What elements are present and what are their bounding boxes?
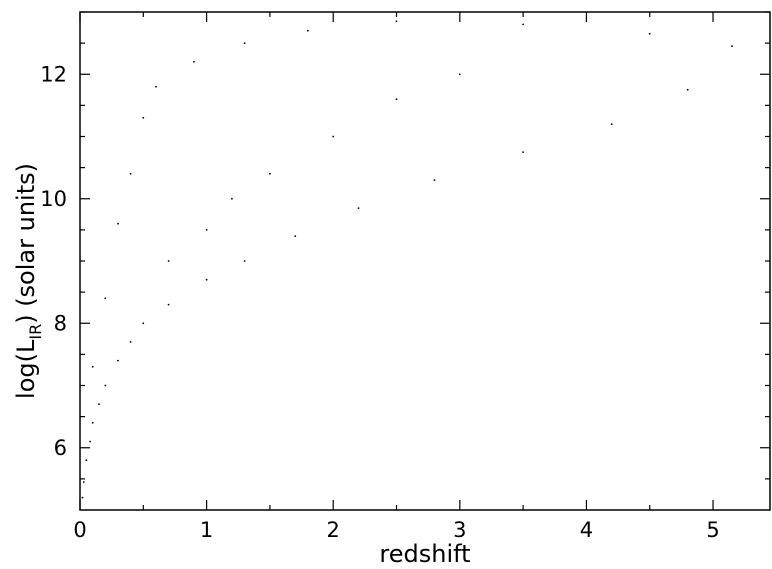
data-point bbox=[648, 32, 651, 35]
data-point bbox=[205, 278, 208, 281]
data-point bbox=[294, 235, 297, 238]
data-point bbox=[129, 172, 132, 175]
scatter-points bbox=[81, 20, 733, 499]
axis-ticks bbox=[79, 11, 770, 510]
data-point bbox=[522, 151, 524, 154]
data-point bbox=[82, 481, 85, 483]
y-axis-title-subscript: IR bbox=[26, 324, 45, 340]
y-tick-label: 12 bbox=[40, 62, 67, 86]
data-point bbox=[395, 98, 398, 101]
data-point bbox=[269, 172, 271, 175]
data-point bbox=[243, 42, 246, 44]
data-point bbox=[155, 85, 157, 88]
data-point bbox=[522, 23, 524, 26]
x-tick-label: 4 bbox=[580, 518, 593, 542]
data-point bbox=[731, 45, 733, 48]
data-point bbox=[686, 88, 689, 91]
x-tick-label: 0 bbox=[73, 518, 86, 542]
data-point bbox=[98, 403, 100, 406]
x-tick-label: 3 bbox=[453, 518, 466, 542]
data-point bbox=[231, 197, 233, 200]
data-point bbox=[243, 260, 246, 262]
data-point bbox=[85, 459, 88, 462]
data-point bbox=[433, 179, 436, 182]
y-axis-title: log(LIR) (solar units) bbox=[12, 163, 45, 399]
data-point bbox=[117, 359, 119, 362]
data-point bbox=[332, 135, 335, 138]
y-axis-title-rest: ) (solar units) bbox=[12, 163, 40, 324]
x-axis-title: redshift bbox=[379, 540, 470, 568]
data-point bbox=[610, 123, 613, 125]
y-tick-label: 10 bbox=[40, 187, 67, 211]
data-point bbox=[91, 421, 94, 424]
data-point bbox=[129, 341, 132, 343]
data-point bbox=[89, 440, 91, 443]
data-point bbox=[307, 29, 309, 32]
data-point bbox=[142, 322, 145, 325]
y-tick-label: 6 bbox=[54, 436, 67, 460]
data-point bbox=[357, 207, 360, 210]
data-point bbox=[117, 222, 119, 225]
data-point bbox=[167, 260, 170, 262]
data-point bbox=[91, 365, 94, 368]
data-point bbox=[458, 73, 461, 76]
y-axis-title-main: log(L bbox=[12, 339, 40, 399]
x-tick-label: 5 bbox=[706, 518, 719, 542]
plot-frame bbox=[79, 11, 771, 511]
x-tick-label: 2 bbox=[327, 518, 340, 542]
data-point bbox=[104, 297, 107, 300]
data-point bbox=[205, 229, 208, 231]
data-point bbox=[81, 496, 84, 499]
y-tick-label: 8 bbox=[54, 311, 67, 335]
data-point bbox=[395, 20, 398, 23]
x-tick-label: 1 bbox=[200, 518, 213, 542]
data-point bbox=[142, 116, 145, 119]
data-point bbox=[167, 303, 170, 306]
data-point bbox=[104, 384, 107, 387]
data-point bbox=[193, 60, 195, 63]
